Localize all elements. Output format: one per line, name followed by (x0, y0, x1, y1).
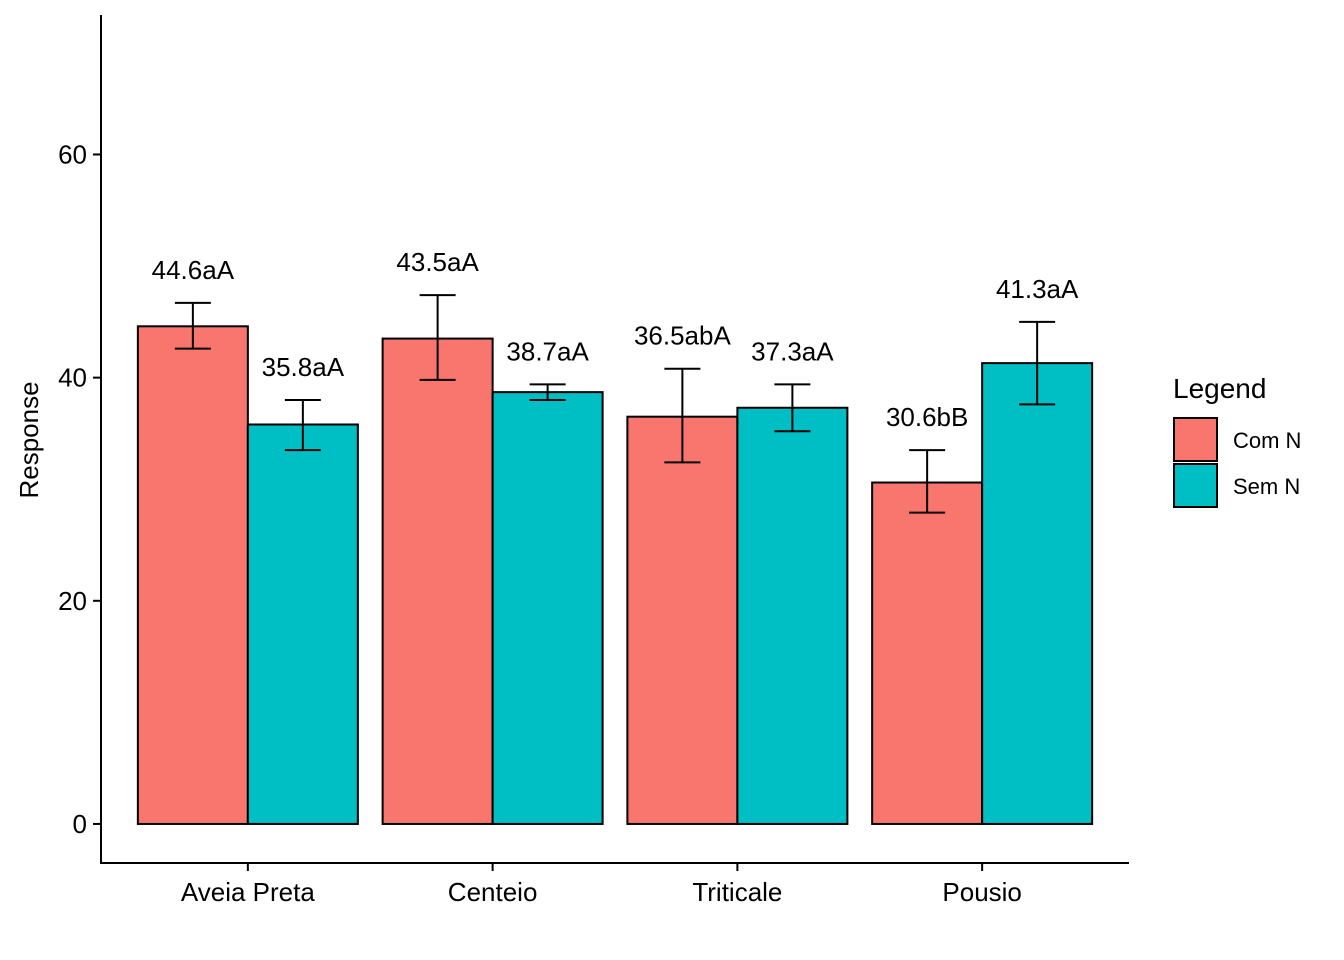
x-tick-label: Pousio (942, 877, 1022, 907)
data-label: 41.3aA (996, 274, 1079, 304)
legend: Legend Com N Sem N (1173, 373, 1301, 508)
legend-items: Com N Sem N (1173, 417, 1301, 508)
x-ticks: Aveia Preta Centeio Triticale Pousio (181, 863, 1022, 907)
legend-label: Sem N (1233, 474, 1300, 499)
y-tick-label: 60 (58, 139, 87, 169)
data-label: 30.6bB (886, 402, 968, 432)
bars (136, 325, 1094, 825)
bar (981, 362, 1094, 825)
axes: 0 20 40 60 Aveia Preta Centeio Triticale Pousi… (14, 15, 1129, 907)
bar (246, 423, 359, 825)
data-labels: 44.6aA 35.8aA 43.5aA 38.7aA 36.5abA 37.3aA 30.… (152, 247, 1079, 432)
data-label: 44.6aA (152, 255, 235, 285)
bar (626, 415, 739, 825)
bar (871, 481, 984, 825)
bar (136, 325, 249, 825)
y-axis-title: Response (14, 381, 44, 498)
error-bars (174, 294, 1056, 514)
x-tick-label: Centeio (448, 877, 538, 907)
legend-title: Legend (1173, 373, 1266, 404)
x-tick-label: Aveia Preta (181, 877, 315, 907)
y-ticks: 0 20 40 60 (58, 139, 101, 839)
data-label: 35.8aA (262, 352, 345, 382)
legend-swatch (1173, 417, 1218, 462)
data-label: 43.5aA (396, 247, 479, 277)
data-label: 36.5abA (634, 321, 732, 351)
legend-swatch (1173, 463, 1218, 508)
y-tick-label: 40 (58, 363, 87, 393)
bar (381, 337, 494, 825)
data-label: 38.7aA (506, 336, 589, 366)
x-tick-label: Triticale (692, 877, 782, 907)
bar (736, 406, 849, 825)
y-tick-label: 0 (73, 809, 87, 839)
legend-label: Com N (1233, 428, 1301, 453)
bar (491, 391, 604, 825)
y-tick-label: 20 (58, 586, 87, 616)
data-label: 37.3aA (751, 336, 834, 366)
